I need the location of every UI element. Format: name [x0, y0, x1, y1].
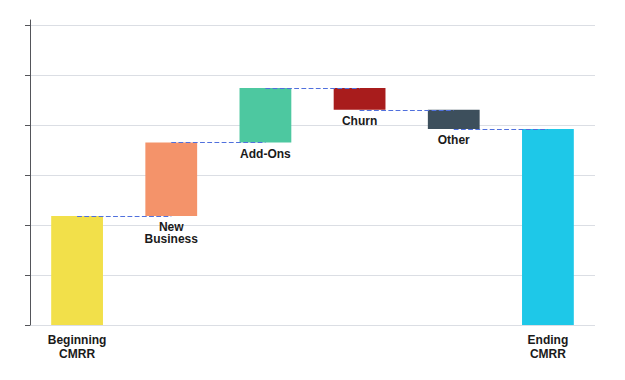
svg-text:New: New [158, 220, 184, 235]
svg-text:Add-Ons: Add-Ons [240, 147, 291, 161]
svg-text:Beginning: Beginning [48, 333, 107, 347]
svg-text:CMRR: CMRR [59, 347, 95, 361]
svg-text:CMRR: CMRR [530, 347, 566, 361]
svg-text:Churn: Churn [342, 114, 377, 128]
svg-text:Ending: Ending [528, 333, 569, 347]
svg-text:Business: Business [145, 232, 199, 246]
svg-text:Other: Other [438, 133, 470, 147]
